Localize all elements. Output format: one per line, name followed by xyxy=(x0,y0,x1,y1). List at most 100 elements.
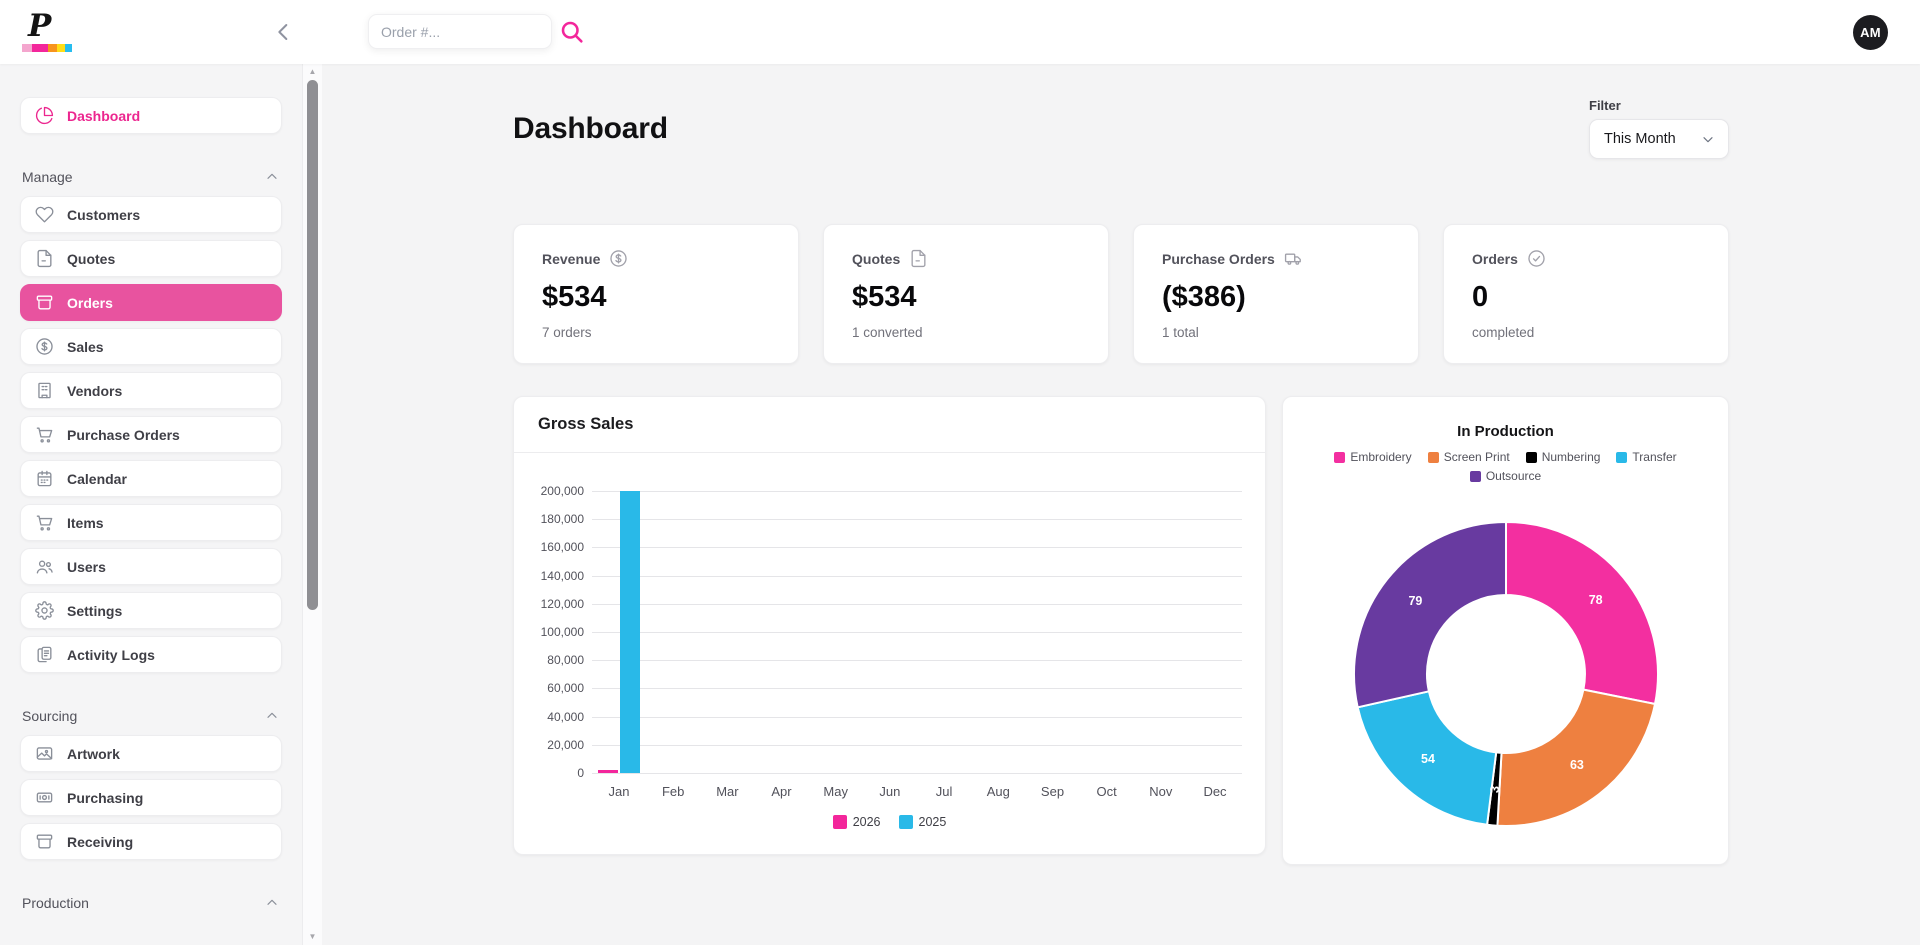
scrollbar-down-arrow[interactable]: ▼ xyxy=(308,932,317,941)
stat-card-subtext: 1 converted xyxy=(852,325,923,340)
building-icon xyxy=(35,381,54,400)
cart-icon xyxy=(35,513,54,532)
sidebar-item-customers[interactable]: Customers xyxy=(20,196,282,233)
sidebar-collapse-button[interactable] xyxy=(270,18,298,46)
donut-value-label: 63 xyxy=(1569,758,1583,772)
sidebar-item-label: Customers xyxy=(67,206,141,223)
legend-swatch xyxy=(1334,451,1346,463)
y-axis-tick: 160,000 xyxy=(540,540,584,555)
x-axis-tick: Apr xyxy=(771,784,792,799)
donut-value-label: 79 xyxy=(1408,594,1422,608)
y-axis-tick: 60,000 xyxy=(547,681,584,696)
donut-value-label: 3 xyxy=(1487,785,1502,793)
x-axis-tick: Feb xyxy=(661,784,685,799)
bar-2026-jan xyxy=(598,769,618,773)
gridline xyxy=(592,547,1242,549)
gridline xyxy=(592,773,1242,774)
page-title: Dashboard xyxy=(513,112,668,145)
sidebar-item-quotes[interactable]: Quotes xyxy=(20,240,282,277)
filter-select[interactable]: This Month xyxy=(1589,119,1729,159)
app-logo[interactable]: P xyxy=(22,9,74,52)
y-axis-tick: 40,000 xyxy=(547,709,584,724)
sidebar-item-items[interactable]: Items xyxy=(20,504,282,541)
legend-swatch xyxy=(1469,470,1481,482)
gross-sales-title: Gross Sales xyxy=(514,397,1265,453)
sidebar-item-calendar[interactable]: Calendar xyxy=(20,460,282,497)
pie-chart-icon xyxy=(35,106,54,125)
sidebar-item-label: Purchase Orders xyxy=(67,426,180,443)
search-icon xyxy=(561,21,583,43)
donut-slice-outsource xyxy=(1352,520,1507,709)
sidebar-item-sales[interactable]: Sales xyxy=(20,328,282,365)
stat-card-value: ($386) xyxy=(1162,281,1246,313)
file-text-icon xyxy=(909,249,928,268)
stat-card-revenue: Revenue $534 7 orders xyxy=(513,224,799,364)
top-bar: P AM xyxy=(0,0,1920,64)
check-circle-icon xyxy=(1527,249,1546,268)
x-axis-tick: Jul xyxy=(935,784,953,799)
y-axis-tick: 140,000 xyxy=(540,568,584,583)
sidebar-item-label: Artwork xyxy=(67,745,120,762)
x-axis-tick: May xyxy=(823,784,848,799)
truck-icon xyxy=(1284,249,1303,268)
users-icon xyxy=(35,557,54,576)
sidebar-item-receiving[interactable]: Receiving xyxy=(20,823,282,860)
sidebar-section-manage[interactable]: Manage xyxy=(20,169,282,185)
sidebar-item-orders[interactable]: Orders xyxy=(20,284,282,321)
sidebar-item-dashboard[interactable]: Dashboard xyxy=(20,97,282,134)
sidebar-section-production[interactable]: Production xyxy=(20,895,282,911)
chevron-left-icon xyxy=(278,24,288,40)
donut-slice-screen-print xyxy=(1495,688,1656,828)
x-axis-tick: Dec xyxy=(1203,784,1227,799)
scrollbar-up-arrow[interactable]: ▲ xyxy=(308,67,317,76)
user-avatar[interactable]: AM xyxy=(1853,15,1888,50)
legend-swatch xyxy=(832,815,847,829)
scrollbar-thumb[interactable] xyxy=(307,80,318,610)
gross-sales-chart: 0 20,000 40,000 60,000 80,000 100,000 120,000 1… xyxy=(514,453,1265,855)
legend-item-embroidery: Embroidery xyxy=(1334,450,1412,464)
y-axis-tick: 200,000 xyxy=(540,484,584,498)
sidebar-item-label: Receiving xyxy=(67,833,134,850)
stat-card-value: $534 xyxy=(542,281,607,313)
legend-swatch xyxy=(898,815,913,829)
archive-icon xyxy=(35,293,54,312)
in-production-card: In Production Embroidery Screen Print Numb… xyxy=(1282,396,1729,865)
sidebar-item-label: Settings xyxy=(67,602,123,619)
search-button[interactable] xyxy=(558,18,586,46)
in-production-donut: 78 63 3 54 79 xyxy=(1352,520,1659,828)
sidebar-item-artwork[interactable]: Artwork xyxy=(20,735,282,772)
sidebar-item-users[interactable]: Users xyxy=(20,548,282,585)
order-search-input[interactable] xyxy=(368,14,552,49)
banknote-icon xyxy=(35,788,54,807)
sidebar-section-sourcing[interactable]: Sourcing xyxy=(20,708,282,724)
sidebar-item-label: Calendar xyxy=(67,470,127,487)
sidebar-item-settings[interactable]: Settings xyxy=(20,592,282,629)
section-label: Production xyxy=(22,895,89,911)
gridline xyxy=(592,491,1242,492)
dollar-circle-icon xyxy=(609,249,628,268)
gridline xyxy=(592,660,1242,662)
in-production-title: In Production xyxy=(1457,423,1554,440)
donut-slice-embroidery xyxy=(1504,520,1659,706)
x-axis-tick: Jun xyxy=(879,784,901,799)
chevron-up-icon xyxy=(264,169,280,185)
legend-item-transfer: Transfer xyxy=(1616,450,1677,464)
filter-label: Filter xyxy=(1589,98,1621,113)
stat-card-subtext: completed xyxy=(1472,325,1535,340)
stat-card-subtext: 1 total xyxy=(1162,325,1199,340)
gear-icon xyxy=(35,601,54,620)
sidebar-item-purchase-orders[interactable]: Purchase Orders xyxy=(20,416,282,453)
sidebar-item-purchasing[interactable]: Purchasing xyxy=(20,779,282,816)
sidebar-item-activity-logs[interactable]: Activity Logs xyxy=(20,636,282,673)
logo-color-bars xyxy=(22,44,72,52)
x-axis-tick: Sep xyxy=(1040,784,1065,799)
gridline xyxy=(592,688,1242,690)
sidebar-scrollbar[interactable]: ▲ ▼ xyxy=(302,64,322,945)
stat-card-label: Quotes xyxy=(852,250,901,267)
donut-slice-transfer xyxy=(1356,690,1497,826)
sidebar-item-label: Sales xyxy=(67,338,104,355)
x-axis-tick: Mar xyxy=(716,784,739,799)
sidebar-item-vendors[interactable]: Vendors xyxy=(20,372,282,409)
donut-value-label: 78 xyxy=(1588,593,1602,607)
legend-swatch xyxy=(1616,451,1628,463)
